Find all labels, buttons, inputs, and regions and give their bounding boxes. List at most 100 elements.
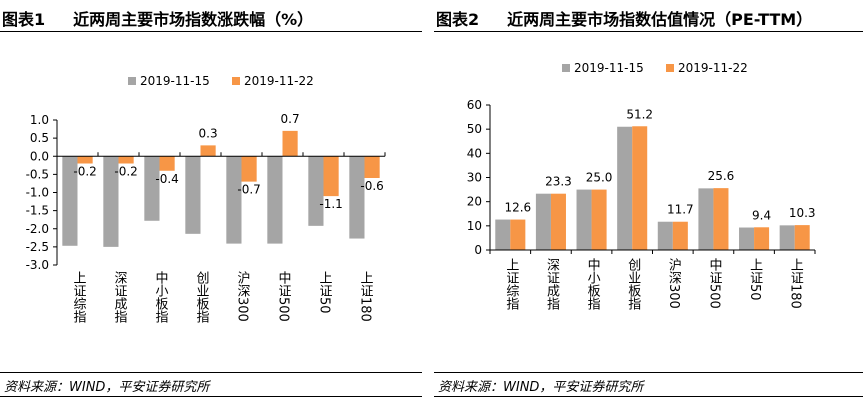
data-label: 9.4 bbox=[752, 208, 771, 222]
bar-2019-11-15 bbox=[657, 221, 673, 250]
bar-2019-11-22 bbox=[118, 156, 134, 164]
legend-swatch bbox=[562, 64, 570, 72]
bar-2019-11-22 bbox=[282, 130, 298, 157]
data-label: 12.6 bbox=[504, 201, 531, 215]
data-label: 11.7 bbox=[667, 203, 694, 217]
x-tick-label: 上证50 bbox=[316, 271, 332, 314]
bar-2019-11-22 bbox=[241, 156, 257, 182]
x-tick-label: 中证500 bbox=[275, 271, 291, 322]
y-tick-label: -1.5 bbox=[26, 204, 49, 218]
bar-2019-11-22 bbox=[159, 156, 175, 171]
chart-title: 图表1 近两周主要市场指数涨跌幅（%） bbox=[2, 10, 314, 29]
bar-2019-11-15 bbox=[576, 189, 592, 250]
y-tick-label: 50 bbox=[467, 122, 482, 136]
data-label: 25.0 bbox=[586, 171, 613, 185]
y-tick-label: 20 bbox=[467, 195, 482, 209]
chart-title: 图表2 近两周主要市场指数估值情况（PE-TTM） bbox=[436, 10, 813, 29]
chart-panel-1: 图表1 近两周主要市场指数涨跌幅（%） 1.0 0.5 0.0 -0.5 -1.0 -1.5… bbox=[0, 0, 422, 401]
y-tick-label: 0.0 bbox=[30, 149, 49, 163]
x-tick-label: 上证180 bbox=[787, 258, 803, 309]
bar-2019-11-15 bbox=[349, 156, 365, 239]
bar-2019-11-22 bbox=[77, 156, 93, 164]
y-tick-label: 0 bbox=[474, 243, 482, 257]
bar-2019-11-15 bbox=[739, 227, 755, 250]
legend-label: 2019-11-22 bbox=[678, 61, 748, 75]
source-note: 资料来源：WIND，平安证券研究所 bbox=[4, 380, 210, 395]
bar-2019-11-22 bbox=[794, 225, 810, 250]
y-tick-label: 1.0 bbox=[30, 113, 49, 127]
bar-2019-11-22 bbox=[754, 227, 770, 250]
bar-2019-11-15 bbox=[617, 126, 633, 250]
bar-2019-11-15 bbox=[62, 156, 78, 246]
y-tick-label: 40 bbox=[467, 146, 482, 160]
data-label: 0.7 bbox=[281, 112, 300, 126]
x-tick-label: 上证综指 bbox=[503, 258, 519, 310]
bar-2019-11-22 bbox=[200, 145, 216, 157]
x-tick-label: 上证180 bbox=[357, 271, 373, 322]
bar-2019-11-15 bbox=[535, 193, 551, 250]
legend-swatch bbox=[128, 77, 136, 85]
data-label: 10.3 bbox=[789, 206, 816, 220]
y-tick-label: 30 bbox=[467, 171, 482, 185]
y-tick-label: 10 bbox=[467, 219, 482, 233]
x-tick-label: 中小板指 bbox=[584, 258, 600, 310]
data-label: 0.3 bbox=[199, 126, 218, 140]
y-tick-label: -3.0 bbox=[26, 258, 49, 272]
y-tick-label: -1.0 bbox=[26, 186, 49, 200]
data-label: 51.2 bbox=[626, 107, 653, 121]
divider bbox=[0, 372, 422, 373]
legend-label: 2019-11-15 bbox=[140, 74, 210, 88]
data-label: -1.1 bbox=[319, 197, 342, 211]
legend-label: 2019-11-15 bbox=[574, 61, 644, 75]
x-tick-label: 深证成指 bbox=[111, 271, 127, 323]
divider bbox=[0, 396, 422, 397]
bar-2019-11-15 bbox=[779, 225, 795, 250]
x-tick-label: 沪深300 bbox=[234, 271, 250, 322]
data-label: 25.6 bbox=[708, 169, 735, 183]
data-label: -0.2 bbox=[114, 165, 137, 179]
bar-2019-11-22 bbox=[550, 193, 566, 250]
bar-2019-11-22 bbox=[591, 189, 607, 250]
bar-2019-11-15 bbox=[698, 188, 714, 250]
x-tick-label: 沪深300 bbox=[665, 258, 681, 309]
bar-2019-11-15 bbox=[226, 156, 242, 244]
x-tick-label: 上证综指 bbox=[70, 271, 86, 323]
divider bbox=[434, 31, 863, 32]
bar-2019-11-22 bbox=[632, 126, 648, 250]
bar-chart: 60 50 40 30 20 10 0 12.6 23.3 25.0 51.2 11.7 25.6 9.4… bbox=[467, 61, 816, 257]
x-tick-label: 中证500 bbox=[706, 258, 722, 309]
bar-2019-11-22 bbox=[672, 221, 688, 250]
bar-2019-11-15 bbox=[103, 156, 119, 247]
divider bbox=[434, 372, 863, 373]
x-tick-label: 中小板指 bbox=[152, 271, 168, 323]
source-note: 资料来源：WIND，平安证券研究所 bbox=[438, 380, 644, 395]
bar-2019-11-22 bbox=[323, 156, 339, 197]
y-tick-label: 0.5 bbox=[30, 131, 49, 145]
y-tick-label: -2.5 bbox=[26, 240, 49, 254]
x-tick-label: 上证50 bbox=[747, 258, 763, 301]
divider bbox=[0, 31, 422, 32]
x-tick-label: 创业板指 bbox=[625, 258, 641, 310]
legend-label: 2019-11-22 bbox=[244, 74, 314, 88]
y-tick-label: -0.5 bbox=[26, 167, 49, 181]
x-tick-label: 深证成指 bbox=[543, 258, 559, 310]
data-label: -0.7 bbox=[237, 183, 260, 197]
bar-2019-11-15 bbox=[185, 156, 201, 234]
chart-panel-2: 图表2 近两周主要市场指数估值情况（PE-TTM） 60 50 40 30 20 10 0 12… bbox=[434, 0, 863, 401]
y-tick-label: -2.0 bbox=[26, 222, 49, 236]
x-tick-label: 创业板指 bbox=[193, 271, 209, 323]
divider bbox=[434, 396, 863, 397]
bar-2019-11-15 bbox=[267, 156, 283, 244]
data-label: 23.3 bbox=[545, 175, 572, 189]
data-label: -0.4 bbox=[155, 172, 178, 186]
data-label: -0.6 bbox=[360, 179, 383, 193]
bar-2019-11-15 bbox=[144, 156, 160, 221]
bar-2019-11-22 bbox=[713, 188, 729, 250]
data-label: -0.2 bbox=[73, 165, 96, 179]
bar-2019-11-22 bbox=[510, 219, 526, 250]
y-tick-label: 60 bbox=[467, 98, 482, 112]
legend-swatch bbox=[666, 64, 674, 72]
bar-2019-11-22 bbox=[364, 156, 380, 178]
bar-chart: 1.0 0.5 0.0 -0.5 -1.0 -1.5 -2.0 -2.5 -3.0 -0.2 -0.… bbox=[26, 74, 386, 272]
legend-swatch bbox=[232, 77, 240, 85]
